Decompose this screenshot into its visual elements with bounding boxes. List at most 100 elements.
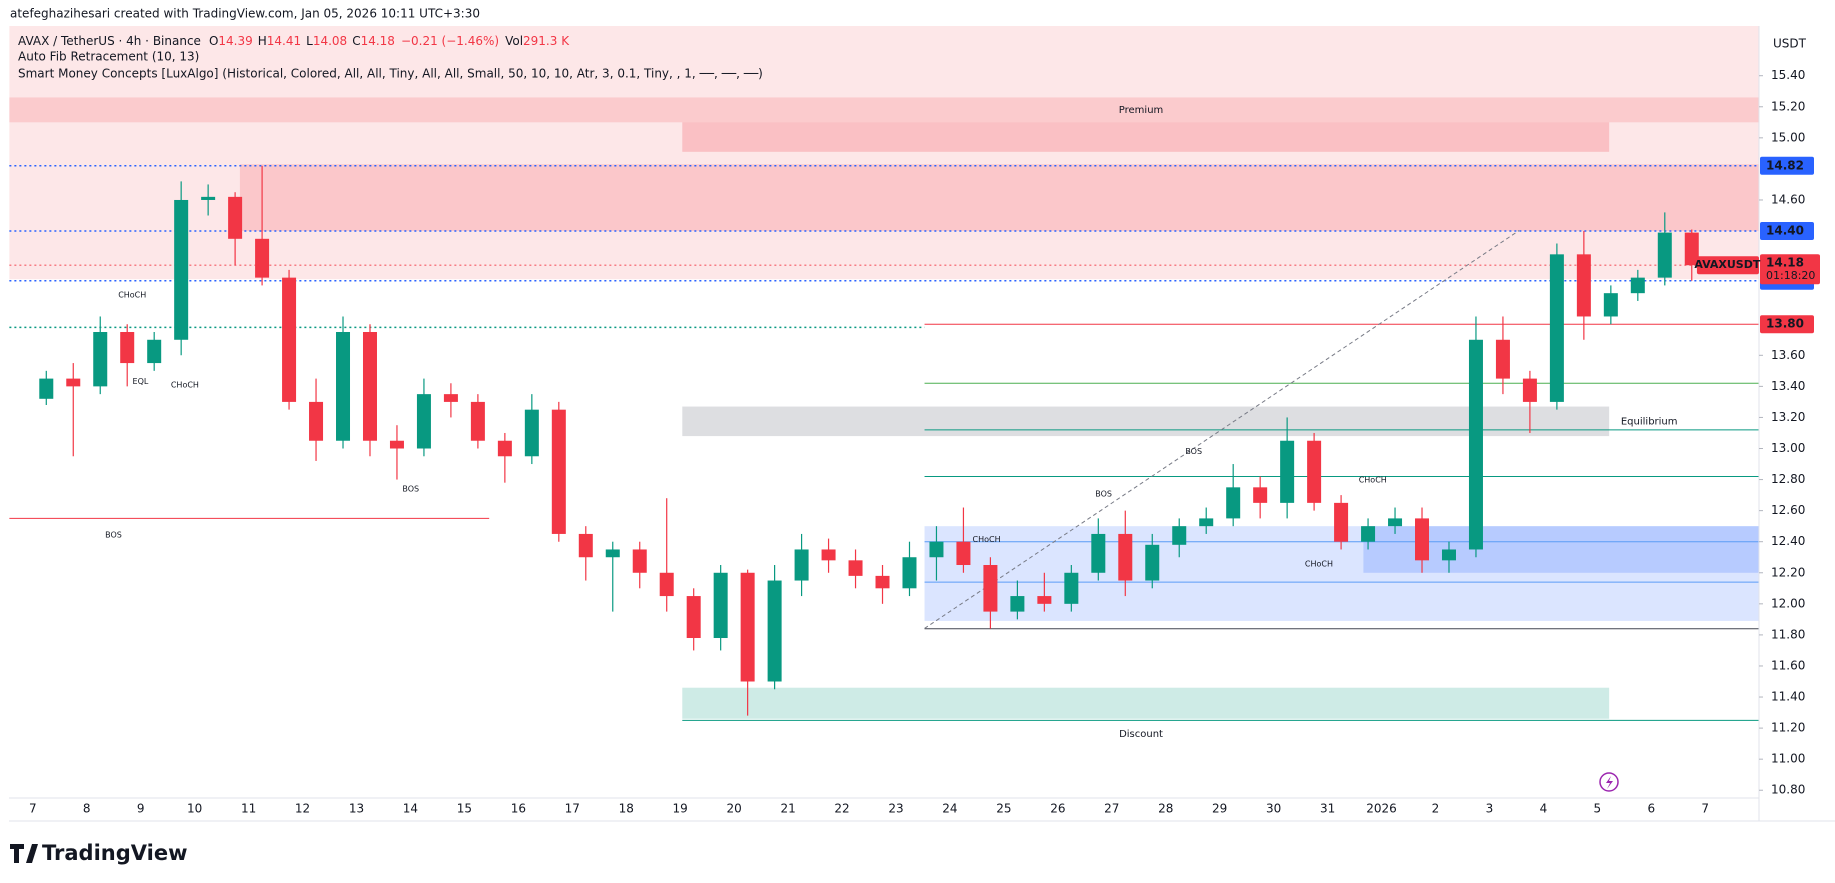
x-tick-label: 3 (1486, 802, 1494, 816)
candle-body (93, 332, 108, 387)
y-tick-label: 15.00 (1771, 130, 1805, 144)
y-tick-label: 15.40 (1771, 68, 1805, 82)
y-tick-label: 13.00 (1771, 441, 1805, 455)
candle-body (1415, 518, 1430, 561)
currency: USDT (1773, 37, 1807, 51)
ohlc-value: 14.08 (313, 34, 347, 48)
candle-body (767, 580, 782, 682)
change: −0.21 (−1.46%) (401, 34, 499, 48)
brand: TradingView (42, 841, 187, 865)
x-tick-label: 7 (1701, 802, 1709, 816)
zone-label: Premium (1119, 105, 1164, 116)
indicator-label: Auto Fib Retracement (10, 13) (18, 50, 199, 64)
y-tick-label: 11.20 (1771, 721, 1805, 735)
last-price-tag (1760, 254, 1820, 285)
candle-body (282, 277, 297, 402)
x-tick-label: 23 (888, 802, 903, 816)
x-tick-label: 8 (83, 802, 91, 816)
symbol-tag (1696, 256, 1759, 275)
candle-body (1280, 440, 1295, 503)
symbol: AVAX / TetherUS · 4h · Binance (18, 34, 201, 48)
candle-body (416, 394, 431, 449)
y-tick-label: 12.40 (1771, 534, 1805, 548)
symbol-tag-label: AVAXUSDT (1694, 258, 1761, 271)
candle-body (362, 332, 377, 441)
x-tick-label: 5 (1594, 802, 1602, 816)
vol-value: 291.3 K (523, 34, 570, 48)
y-tick-label: 11.80 (1771, 627, 1805, 641)
candle-body (740, 572, 755, 682)
x-tick-label: 7 (29, 802, 37, 816)
y-tick-label: 12.80 (1771, 472, 1805, 486)
x-tick-label: 31 (1320, 802, 1335, 816)
x-tick-label: 6 (1647, 802, 1655, 816)
smc-label: BOS (1185, 447, 1202, 456)
candle-body (821, 549, 836, 561)
price-tag (1760, 222, 1814, 241)
y-tick-label: 11.60 (1771, 658, 1805, 672)
candle-body (1064, 572, 1079, 604)
y-tick-label: 13.20 (1771, 410, 1805, 424)
candle-body (497, 440, 512, 457)
trend-line (924, 230, 1520, 629)
candle-body (201, 196, 216, 200)
price-tag-label: 14.40 (1766, 224, 1804, 238)
candle-body (1603, 293, 1618, 317)
alert-icon[interactable] (1599, 772, 1619, 792)
candle-body (686, 596, 701, 639)
candle-body (336, 332, 351, 441)
zone (9, 97, 1759, 123)
candle-body (605, 549, 620, 558)
y-tick-label: 11.00 (1771, 752, 1805, 766)
smc-label: EQL (133, 377, 149, 386)
ohlc-key: H (258, 34, 267, 48)
smc-label: CHoCH (1305, 560, 1333, 569)
ohlc-value: 14.41 (267, 34, 301, 48)
candle-body (66, 378, 81, 387)
candle-body (443, 394, 458, 402)
price-tag-label: 13.80 (1766, 317, 1804, 331)
candle-body (1388, 518, 1403, 527)
x-tick-label: 29 (1212, 802, 1227, 816)
candle-body (1118, 533, 1133, 581)
price-tag (1760, 315, 1814, 334)
x-tick-label: 27 (1104, 802, 1119, 816)
candle-body (551, 409, 566, 534)
zone-label: Equilibrium (1621, 416, 1678, 427)
candle-body (1657, 232, 1672, 278)
ohlc-key: O (209, 34, 218, 48)
logo-mark (10, 844, 38, 863)
x-tick-label: 10 (187, 802, 202, 816)
countdown: 01:18:20 (1766, 269, 1815, 282)
candle-body (1684, 232, 1699, 266)
candle-body (1037, 596, 1052, 604)
smc-label: CHoCH (171, 381, 199, 390)
x-tick-label: 28 (1158, 802, 1173, 816)
x-tick-label: 18 (619, 802, 634, 816)
y-tick-label: 10.80 (1771, 783, 1805, 797)
x-tick-label: 16 (511, 802, 526, 816)
candle-body (794, 549, 809, 581)
candle-body (902, 557, 917, 589)
logo: TradingView (10, 841, 187, 865)
x-tick-label: 4 (1540, 802, 1548, 816)
candle-body (1441, 549, 1456, 561)
y-tick-label: 14.60 (1771, 192, 1805, 206)
indicator-label: Smart Money Concepts [LuxAlgo] (Historic… (18, 67, 763, 81)
candle-body (228, 196, 243, 239)
ohlc-value: 14.39 (218, 34, 252, 48)
ohlc-key: C (352, 34, 360, 48)
candle-body (1145, 544, 1160, 581)
candle-body (1576, 254, 1591, 317)
candle-body (956, 541, 971, 566)
price-tag (1760, 156, 1814, 175)
candle-body (1010, 596, 1025, 612)
candle-body (389, 440, 404, 449)
smc-label: BOS (1095, 489, 1112, 498)
candle-body (578, 533, 593, 558)
zone (1363, 526, 1759, 573)
last-price-label: 14.18 (1766, 256, 1804, 270)
candle-body (1199, 518, 1214, 527)
vol-key: Vol (505, 34, 523, 48)
